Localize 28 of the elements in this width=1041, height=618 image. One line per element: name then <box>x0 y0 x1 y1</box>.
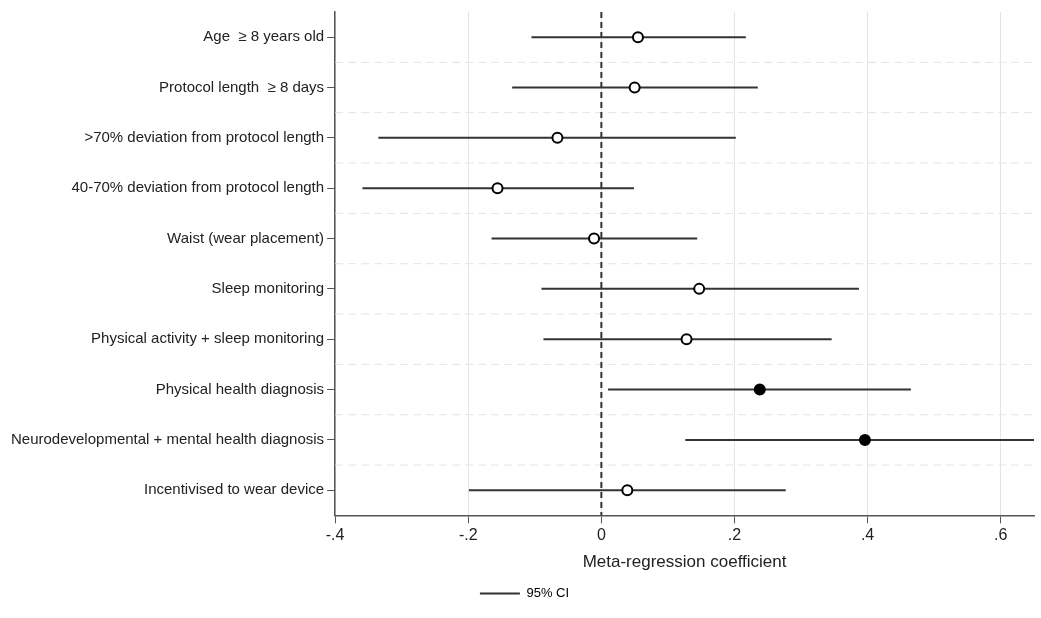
y-tick-label: Waist (wear placement) <box>167 228 325 246</box>
y-tick-label: Protocol length ≥ 8 days <box>159 77 325 95</box>
x-tick-label: .2 <box>727 526 742 544</box>
y-tick-label: Physical health diagnosis <box>155 379 325 397</box>
y-tick-label: Age ≥ 8 years old <box>203 27 325 45</box>
y-tick-label: >70% deviation from protocol length <box>84 127 325 145</box>
point <box>753 383 766 396</box>
x-axis-title: Meta-regression coefficient <box>582 552 787 572</box>
point <box>551 131 564 144</box>
point <box>491 182 504 195</box>
point <box>628 81 641 94</box>
x-tick-label: 0 <box>596 526 606 544</box>
point <box>631 31 644 44</box>
y-tick-label: Physical activity + sleep monitoring <box>91 329 325 347</box>
point <box>621 484 634 497</box>
point <box>588 232 601 245</box>
y-tick-label: 40-70% deviation from protocol length <box>71 178 325 196</box>
y-tick-label: Incentivised to wear device <box>144 480 325 498</box>
x-tick-label: -.2 <box>458 526 478 544</box>
point <box>858 433 871 446</box>
x-tick-label: .6 <box>994 526 1008 544</box>
text: 95% CI <box>526 585 570 601</box>
point <box>693 282 706 295</box>
x-tick-label: .4 <box>860 526 875 544</box>
y-tick-label: Sleep monitoring <box>211 279 325 297</box>
point <box>680 333 693 346</box>
y-tick-label: Neurodevelopmental + mental health diagnosis <box>10 430 325 448</box>
x-tick-label: -.4 <box>325 526 345 544</box>
